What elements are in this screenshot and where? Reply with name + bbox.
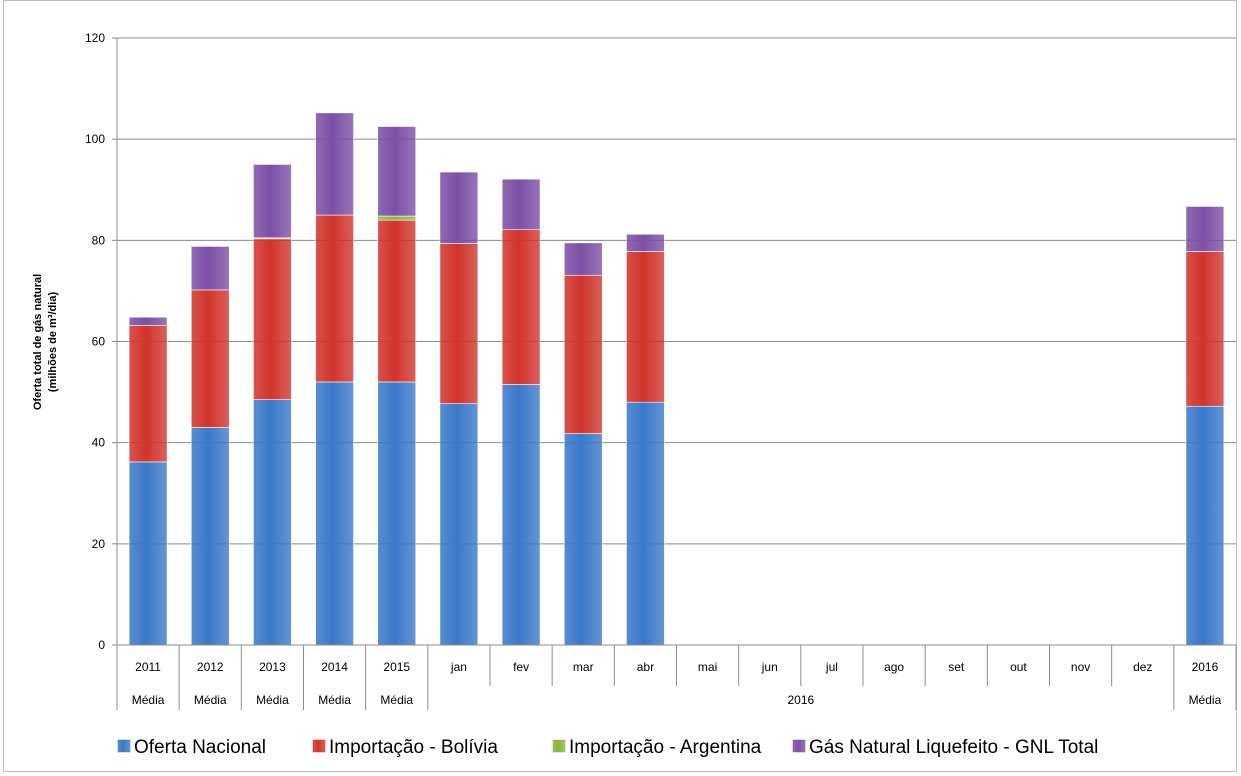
bar-segment-importa-o-bol-via-2012 xyxy=(190,289,230,428)
y-tick-label: 0 xyxy=(98,638,105,652)
x-category-label: ago xyxy=(884,660,904,674)
x-category-label: mar xyxy=(573,660,594,674)
bar-segment-oferta-nacional-fev xyxy=(501,384,541,646)
y-tick-label: 80 xyxy=(92,233,106,247)
bar-segment-g-s-natural-liquefeito-gnl-total-2011 xyxy=(128,316,168,326)
bar-segment-oferta-nacional-2012 xyxy=(190,427,230,646)
bar-segment-importa-o-bol-via-2011 xyxy=(128,325,168,463)
x-category-label: mai xyxy=(698,660,717,674)
x-group-label: Média xyxy=(256,693,289,707)
x-group-label: Média xyxy=(1189,693,1222,707)
x-category-label: nov xyxy=(1071,660,1090,674)
bar-segment-oferta-nacional-2016 xyxy=(1185,405,1225,646)
legend-swatch xyxy=(117,739,131,753)
bar-segment-importa-o-bol-via-mar xyxy=(563,274,603,434)
x-group-label: 2016 xyxy=(787,693,814,707)
x-category-label: abr xyxy=(637,660,654,674)
legend-label: Gás Natural Liquefeito - GNL Total xyxy=(809,737,1098,758)
legend-label: Importação - Bolívia xyxy=(329,737,498,758)
y-tick-label: 60 xyxy=(92,335,106,349)
y-tick-label: 120 xyxy=(85,31,105,45)
y-axis-title-line2: (milhões de m³/dia) xyxy=(47,292,59,393)
y-axis-title: Oferta total de gás natural (milhões de … xyxy=(32,274,59,410)
x-category-label: jul xyxy=(825,660,838,674)
y-tick-label: 100 xyxy=(85,132,105,146)
x-category-label: dez xyxy=(1133,660,1152,674)
x-axis: 2011 2012 2013 2014 2015 jan fev mar abr mai jun ju… xyxy=(116,644,1237,710)
bar-segment-g-s-natural-liquefeito-gnl-total-fev xyxy=(501,178,541,231)
bars xyxy=(128,112,1225,646)
bar-segment-g-s-natural-liquefeito-gnl-total-2012 xyxy=(190,246,230,291)
bar-segment-oferta-nacional-2011 xyxy=(128,461,168,646)
legend-swatch xyxy=(312,739,326,753)
legend-swatch xyxy=(792,739,806,753)
x-category-label: 2014 xyxy=(321,660,348,674)
bar-segment-oferta-nacional-2015 xyxy=(377,381,417,646)
bar-segment-importa-o-bol-via-2014 xyxy=(315,214,354,383)
bar-segment-g-s-natural-liquefeito-gnl-total-2013 xyxy=(253,164,292,239)
bar-segment-importa-o-bol-via-2013 xyxy=(253,238,292,400)
y-tick-label: 20 xyxy=(92,537,106,551)
bar-segment-g-s-natural-liquefeito-gnl-total-abr xyxy=(626,233,665,252)
y-axis: 0 20 40 60 80 100 120 xyxy=(85,31,118,652)
legend: Oferta Nacional Importação - Bolívia Impor… xyxy=(117,737,1098,758)
y-axis-title-line1: Oferta total de gás natural xyxy=(32,274,44,410)
x-category-label: 2011 xyxy=(135,660,161,674)
bar-segment-oferta-nacional-2014 xyxy=(315,381,354,646)
bar-segment-importa-o-bol-via-jan xyxy=(439,243,479,405)
x-category-label: out xyxy=(1010,660,1027,674)
bar-segment-importa-o-bol-via-abr xyxy=(626,251,665,403)
x-group-label: Média xyxy=(194,693,227,707)
bar-segment-oferta-nacional-abr xyxy=(626,401,665,646)
bar-segment-importa-o-bol-via-2016 xyxy=(1185,251,1225,407)
x-category-label: 2016 xyxy=(1192,660,1219,674)
x-category-label: 2015 xyxy=(383,660,410,674)
legend-label: Importação - Argentina xyxy=(569,737,762,758)
bar-segment-importa-o-bol-via-2015 xyxy=(377,219,417,383)
y-tick-label: 40 xyxy=(92,436,106,450)
bar-segment-g-s-natural-liquefeito-gnl-total-2016 xyxy=(1185,206,1225,252)
x-category-label: jun xyxy=(761,660,778,674)
x-category-label: fev xyxy=(513,660,529,674)
x-category-label: set xyxy=(948,660,965,674)
bar-segment-importa-o-argentina-2015 xyxy=(377,215,417,221)
bar-segment-oferta-nacional-2013 xyxy=(253,399,292,646)
legend-swatch xyxy=(552,739,566,753)
x-category-label: 2013 xyxy=(259,660,286,674)
bar-segment-g-s-natural-liquefeito-gnl-total-jan xyxy=(439,171,479,244)
x-category-label: jan xyxy=(450,660,467,674)
x-group-label: Média xyxy=(380,693,413,707)
bar-segment-oferta-nacional-jan xyxy=(439,403,479,646)
x-group-label: Média xyxy=(132,693,165,707)
bar-segment-oferta-nacional-mar xyxy=(563,433,603,646)
x-group-label: Média xyxy=(318,693,351,707)
bar-segment-g-s-natural-liquefeito-gnl-total-2014 xyxy=(315,112,354,216)
bar-segment-importa-o-bol-via-fev xyxy=(501,229,541,385)
bar-segment-g-s-natural-liquefeito-gnl-total-mar xyxy=(563,242,603,276)
bar-segment-g-s-natural-liquefeito-gnl-total-2015 xyxy=(377,126,417,217)
x-category-label: 2012 xyxy=(197,660,224,674)
legend-label: Oferta Nacional xyxy=(134,737,266,758)
